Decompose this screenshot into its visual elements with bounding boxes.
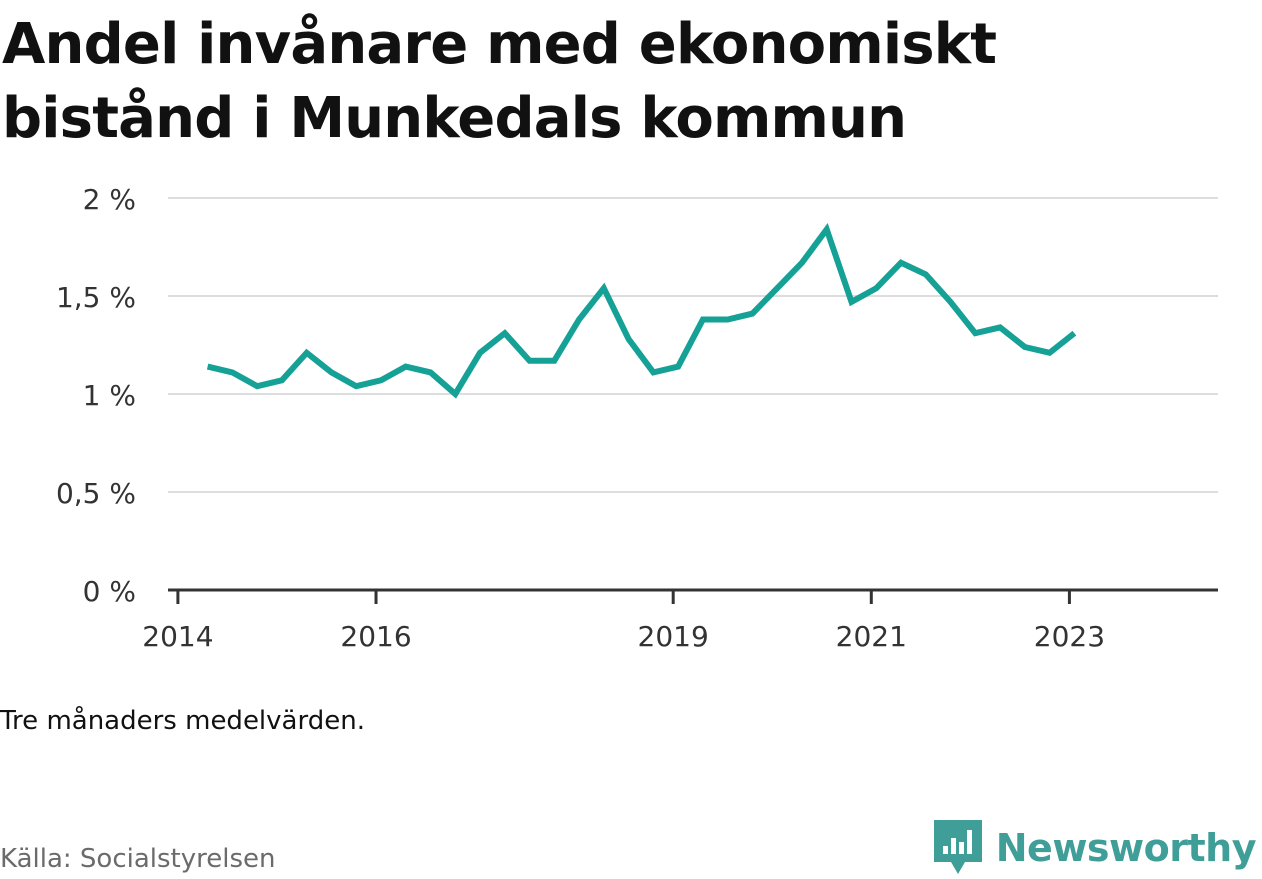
newsworthy-logo-icon — [933, 820, 982, 874]
y-tick-label: 0,5 % — [56, 477, 136, 510]
y-tick-label: 1 % — [83, 379, 136, 412]
data-point — [229, 369, 235, 375]
data-point — [1071, 330, 1077, 336]
x-tick-label: 2014 — [142, 620, 213, 653]
source-label: Källa: Socialstyrelsen — [0, 844, 276, 874]
y-tick-label: 1,5 % — [56, 281, 136, 314]
brand-name: Newsworthy — [995, 826, 1257, 870]
line-chart: 0 % 0,5 % 1 % 1,5 % 2 % 2014 2016 2019 2021 2023 — [56, 183, 1218, 653]
data-point — [725, 317, 731, 323]
data-point — [898, 260, 904, 266]
data-point — [527, 358, 533, 364]
data-point — [328, 369, 334, 375]
data-point — [551, 358, 557, 364]
data-point — [477, 350, 483, 356]
y-tick-label: 0 % — [83, 575, 136, 608]
data-point — [799, 260, 805, 266]
data-point — [749, 311, 755, 317]
x-tick-label: 2021 — [836, 620, 907, 653]
data-point — [923, 271, 929, 277]
y-tick-label: 2 % — [83, 183, 136, 216]
data-point — [576, 317, 582, 323]
data-point — [378, 377, 384, 383]
data-point — [502, 330, 508, 336]
data-point — [972, 330, 978, 336]
x-tick-label: 2023 — [1034, 620, 1105, 653]
data-point — [254, 383, 260, 389]
data-point — [948, 299, 954, 305]
x-tick-label: 2016 — [340, 620, 411, 653]
data-point — [873, 285, 879, 291]
data-point — [650, 369, 656, 375]
data-point — [279, 377, 285, 383]
grid-lines — [168, 197, 1218, 493]
data-point — [1022, 344, 1028, 350]
data-point — [452, 391, 458, 397]
brand-logo: Newsworthy — [932, 818, 1257, 878]
x-tick-label: 2019 — [638, 620, 709, 653]
data-point — [403, 364, 409, 370]
data-point — [774, 285, 780, 291]
series-layer — [205, 223, 1077, 399]
data-point — [1047, 350, 1053, 356]
data-point — [428, 369, 434, 375]
data-point — [997, 324, 1003, 330]
data-point — [675, 364, 681, 370]
data-point — [353, 383, 359, 389]
x-axis: 2014 2016 2019 2021 2023 — [142, 588, 1218, 653]
y-axis-ticks: 0 % 0,5 % 1 % 1,5 % 2 % — [56, 183, 136, 608]
data-point — [849, 299, 855, 305]
series-line — [206, 223, 1077, 399]
data-point — [205, 364, 211, 370]
data-point — [626, 336, 632, 342]
chart-title: Andel invånare med ekonomiskt bistånd i … — [2, 12, 997, 151]
data-point — [304, 350, 310, 356]
chart-note: Tre månaders medelvärden. — [0, 706, 365, 736]
data-point — [601, 285, 607, 291]
data-point — [700, 317, 706, 323]
data-point — [824, 226, 830, 232]
